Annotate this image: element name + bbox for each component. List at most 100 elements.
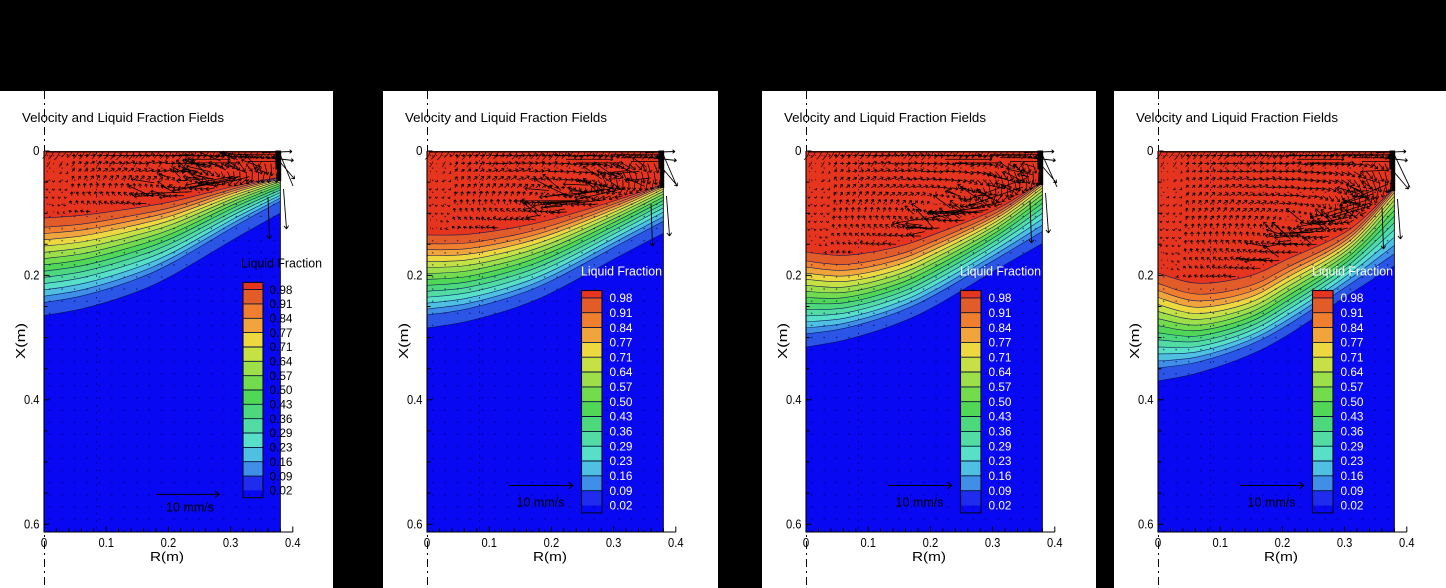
svg-text:10 mm/s: 10 mm/s (166, 500, 214, 514)
svg-text:0.71: 0.71 (610, 352, 633, 364)
svg-text:0.4: 0.4 (1047, 535, 1063, 550)
svg-text:0: 0 (416, 143, 423, 158)
svg-text:0.1: 0.1 (98, 535, 114, 550)
svg-text:0.91: 0.91 (610, 308, 633, 320)
svg-text:0.02: 0.02 (1341, 501, 1364, 513)
svg-text:0.29: 0.29 (989, 441, 1012, 453)
svg-text:X(m): X(m) (13, 323, 28, 359)
svg-text:0.02: 0.02 (989, 501, 1012, 513)
svg-text:0.43: 0.43 (1341, 412, 1364, 424)
svg-text:0.16: 0.16 (270, 457, 293, 469)
svg-text:0.3: 0.3 (606, 535, 622, 550)
svg-text:0.77: 0.77 (610, 338, 633, 350)
svg-text:Velocity and Liquid Fraction F: Velocity and Liquid Fraction Fields (1136, 110, 1339, 125)
svg-text:0.43: 0.43 (610, 412, 633, 424)
svg-text:0: 0 (795, 143, 802, 158)
svg-text:10 mm/s: 10 mm/s (896, 496, 944, 510)
svg-text:0.4: 0.4 (285, 535, 301, 550)
svg-text:0.3: 0.3 (1337, 535, 1353, 550)
svg-text:Velocity and Liquid Fraction F: Velocity and Liquid Fraction Fields (22, 110, 225, 125)
svg-text:0.91: 0.91 (1341, 308, 1364, 320)
svg-text:10 mm/s: 10 mm/s (1248, 496, 1296, 510)
svg-text:X(m): X(m) (396, 323, 411, 359)
svg-text:0.02: 0.02 (270, 486, 293, 498)
svg-text:0.29: 0.29 (1341, 441, 1364, 453)
svg-text:0.4: 0.4 (24, 392, 40, 407)
svg-text:0.2: 0.2 (786, 268, 802, 283)
svg-text:R(m): R(m) (533, 549, 567, 564)
svg-text:0.2: 0.2 (1275, 535, 1291, 550)
svg-text:0.98: 0.98 (270, 285, 293, 297)
svg-text:0.09: 0.09 (270, 471, 293, 483)
svg-text:0: 0 (1147, 143, 1154, 158)
svg-text:10 mm/s: 10 mm/s (517, 496, 565, 510)
svg-text:0.1: 0.1 (860, 535, 876, 550)
svg-text:R(m): R(m) (1264, 549, 1298, 564)
svg-text:0.09: 0.09 (1341, 486, 1364, 498)
svg-text:0.6: 0.6 (786, 516, 802, 531)
svg-text:0.64: 0.64 (1341, 367, 1365, 379)
svg-text:X(m): X(m) (775, 323, 790, 359)
svg-text:0.36: 0.36 (270, 414, 293, 426)
svg-text:0.50: 0.50 (989, 397, 1012, 409)
svg-text:0.3: 0.3 (223, 535, 239, 550)
svg-text:0.02: 0.02 (610, 501, 633, 513)
svg-text:Liquid Fraction: Liquid Fraction (581, 265, 662, 279)
svg-text:0.64: 0.64 (989, 367, 1013, 379)
svg-text:0.50: 0.50 (270, 385, 293, 397)
svg-text:0.98: 0.98 (1341, 293, 1364, 305)
svg-text:0.36: 0.36 (1341, 427, 1364, 439)
svg-text:0.84: 0.84 (1341, 323, 1365, 335)
svg-text:0.77: 0.77 (989, 338, 1012, 350)
svg-text:0.6: 0.6 (24, 516, 40, 531)
svg-text:0: 0 (1155, 535, 1162, 550)
svg-text:0.71: 0.71 (270, 342, 293, 354)
svg-text:0.50: 0.50 (1341, 397, 1364, 409)
svg-text:0.4: 0.4 (786, 392, 802, 407)
svg-text:0.64: 0.64 (270, 357, 294, 369)
svg-text:0.57: 0.57 (989, 382, 1012, 394)
svg-text:Velocity and Liquid Fraction F: Velocity and Liquid Fraction Fields (405, 110, 608, 125)
svg-text:0.09: 0.09 (989, 486, 1012, 498)
svg-text:0.98: 0.98 (610, 293, 633, 305)
svg-text:0.2: 0.2 (161, 535, 177, 550)
svg-text:0.71: 0.71 (1341, 352, 1364, 364)
svg-text:0.23: 0.23 (270, 443, 293, 455)
svg-text:0.4: 0.4 (407, 392, 423, 407)
svg-text:0: 0 (803, 535, 810, 550)
svg-text:0.2: 0.2 (1138, 268, 1154, 283)
svg-text:R(m): R(m) (912, 549, 946, 564)
svg-text:0.23: 0.23 (1341, 456, 1364, 468)
svg-text:Liquid Fraction: Liquid Fraction (1312, 265, 1393, 279)
svg-text:0.36: 0.36 (989, 427, 1012, 439)
svg-text:0.84: 0.84 (610, 323, 634, 335)
svg-text:0.2: 0.2 (923, 535, 939, 550)
svg-text:X(m): X(m) (1127, 323, 1142, 359)
svg-text:0.77: 0.77 (1341, 338, 1364, 350)
svg-text:Liquid Fraction: Liquid Fraction (960, 265, 1041, 279)
svg-text:0.4: 0.4 (668, 535, 684, 550)
svg-text:0.71: 0.71 (989, 352, 1012, 364)
svg-text:0.2: 0.2 (24, 268, 40, 283)
svg-text:0.91: 0.91 (989, 308, 1012, 320)
svg-text:0.16: 0.16 (1341, 471, 1364, 483)
svg-text:Liquid Fraction: Liquid Fraction (241, 257, 322, 271)
svg-text:0.6: 0.6 (407, 516, 423, 531)
svg-text:0.77: 0.77 (270, 328, 293, 340)
svg-text:0.2: 0.2 (544, 535, 560, 550)
svg-text:0.1: 0.1 (481, 535, 497, 550)
svg-text:0.1: 0.1 (1212, 535, 1228, 550)
svg-text:0.43: 0.43 (270, 400, 293, 412)
svg-text:0: 0 (424, 535, 431, 550)
svg-text:0.23: 0.23 (610, 456, 633, 468)
svg-text:0.23: 0.23 (989, 456, 1012, 468)
svg-text:0.50: 0.50 (610, 397, 633, 409)
svg-text:0.3: 0.3 (985, 535, 1001, 550)
svg-text:0.84: 0.84 (989, 323, 1013, 335)
svg-text:0.4: 0.4 (1399, 535, 1415, 550)
svg-text:0.57: 0.57 (1341, 382, 1364, 394)
svg-text:0.57: 0.57 (610, 382, 633, 394)
svg-text:0.29: 0.29 (610, 441, 633, 453)
svg-text:0.16: 0.16 (610, 471, 633, 483)
svg-text:0.84: 0.84 (270, 314, 294, 326)
